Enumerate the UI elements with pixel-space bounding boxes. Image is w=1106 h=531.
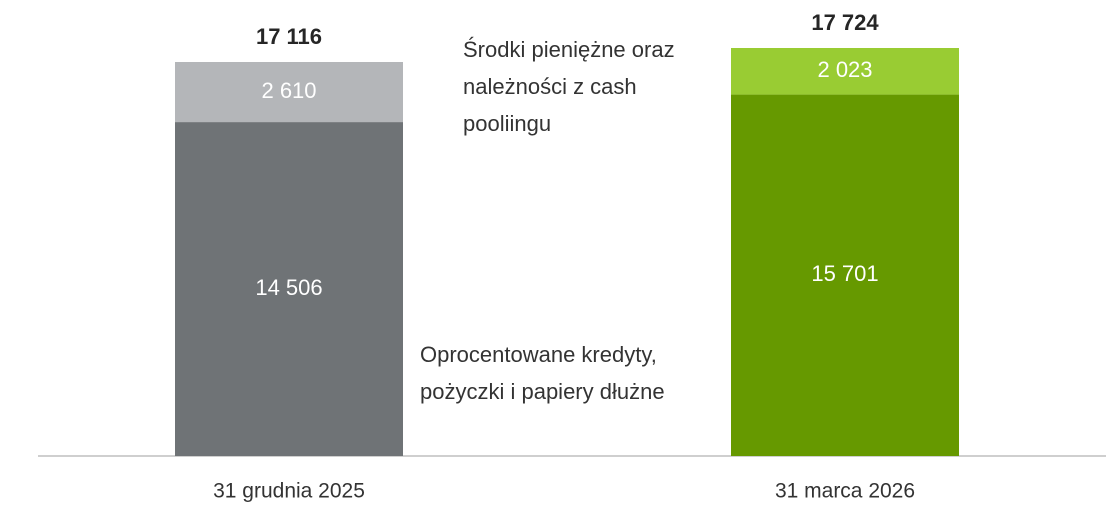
legend-label: Oprocentowane kredyty, pożyczki i papier… [420,342,665,404]
value-label: 15 701 [811,261,878,286]
total-label: 17 116 [256,24,322,49]
value-label: 2 023 [817,57,872,82]
total-label: 17 724 [811,10,879,35]
x-tick-label: 31 marca 2026 [775,480,915,503]
value-label: 2 610 [261,78,316,103]
x-tick-label: 31 grudnia 2025 [213,480,365,503]
legend-label: Środki pieniężne oraz należności z cash … [463,37,675,136]
value-label: 14 506 [255,275,322,300]
bar-segment [175,61,403,123]
bar-segment [175,122,403,457]
bar-segment [731,94,959,456]
bar-segment [731,48,959,95]
